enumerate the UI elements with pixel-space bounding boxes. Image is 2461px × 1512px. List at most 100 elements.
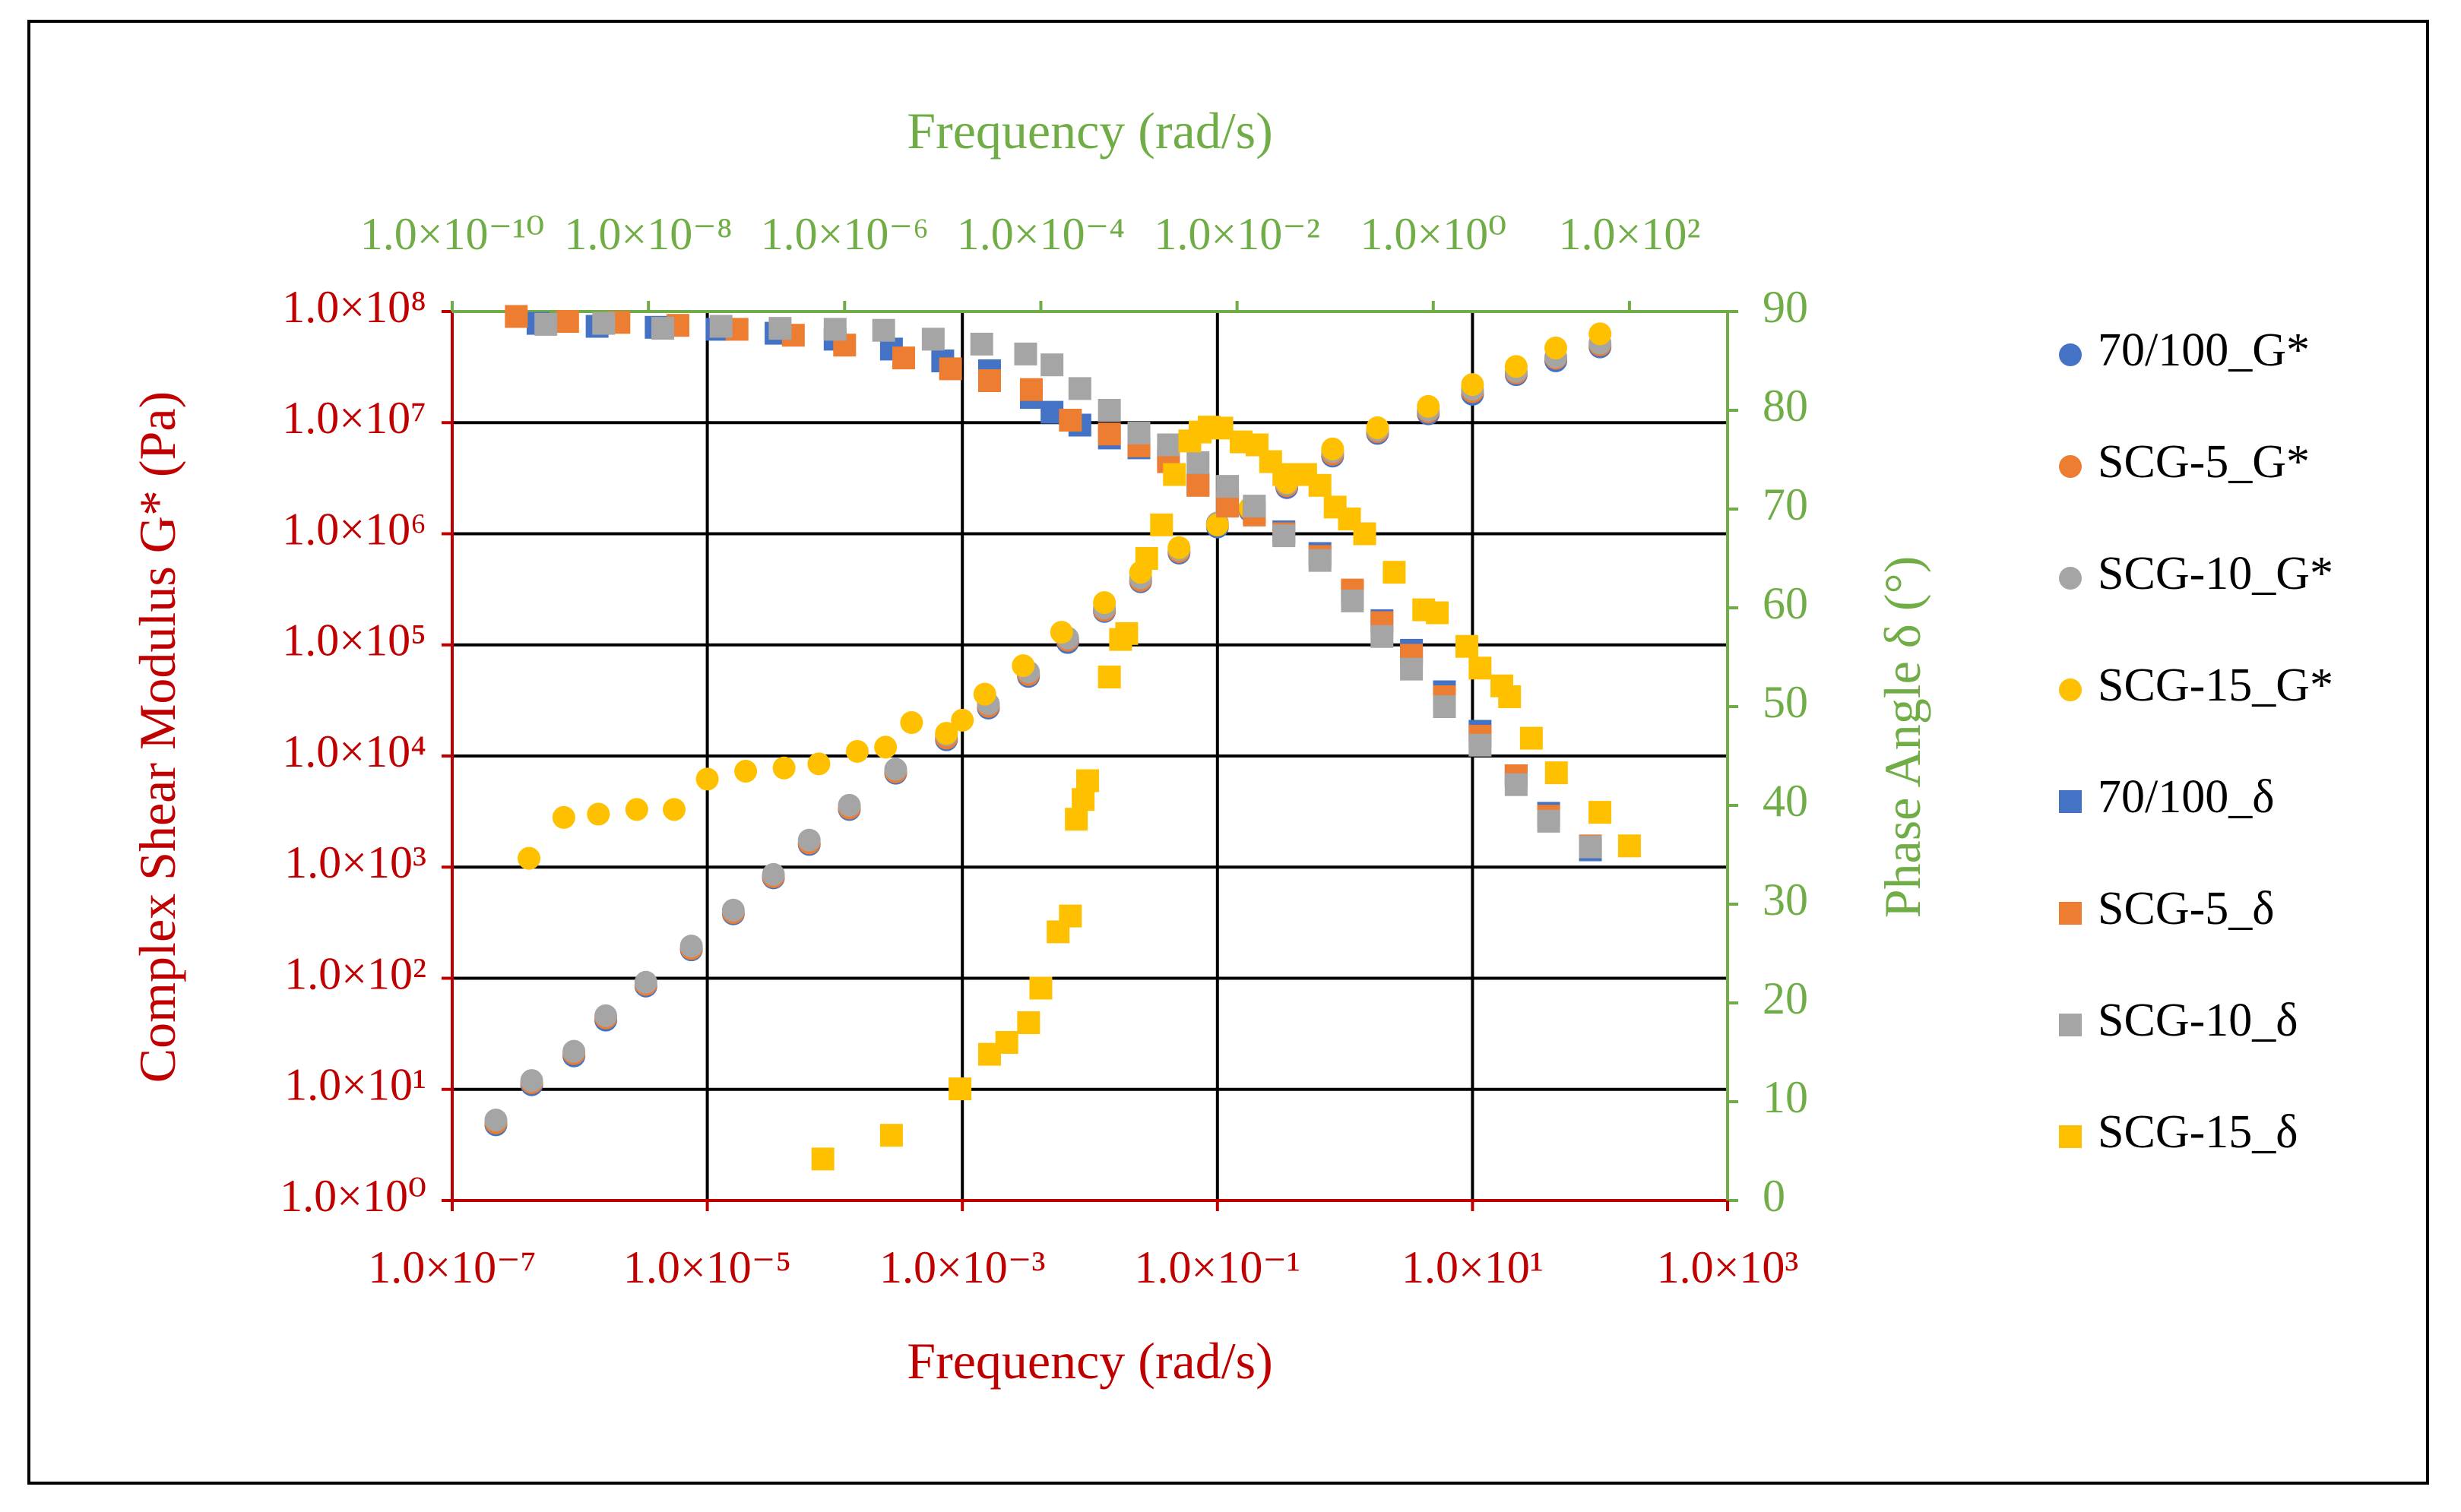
point-scg-10 (651, 317, 675, 340)
point-scg-15-g (1050, 621, 1073, 644)
point-scg-10 (1216, 475, 1240, 498)
legend-marker-scg-15-g (2059, 679, 2082, 701)
point-scg-15 (879, 1124, 903, 1147)
legend-label-70-100-g: 70/100_G* (2098, 324, 2310, 376)
point-scg-15 (1455, 634, 1478, 658)
point-scg-15-g (1588, 322, 1612, 346)
point-scg-10 (872, 318, 895, 342)
bottom-tick-label: 1.0×10⁻³ (879, 1242, 1046, 1292)
legend-marker-scg-5 (2059, 902, 2082, 925)
point-scg-15 (1272, 463, 1296, 486)
point-scg-5 (1216, 495, 1240, 518)
top-tick-label: 1.0×10⁻⁴ (957, 209, 1125, 259)
point-scg-10-g (484, 1109, 508, 1132)
right-tick-label: 90 (1763, 282, 1808, 332)
right-tick-label: 70 (1763, 479, 1808, 530)
top-tick-label: 1.0×10⁻⁶ (761, 209, 929, 259)
point-scg-15-g (973, 682, 996, 706)
point-scg-10-g (721, 898, 745, 922)
point-scg-10 (1097, 399, 1121, 422)
point-scg-15-g (1321, 437, 1345, 460)
legend-label-scg-15: SCG-15_δ (2098, 1106, 2298, 1158)
left-tick-label: 1.0×10² (284, 948, 426, 998)
point-scg-15-g (734, 759, 758, 783)
point-scg-15 (995, 1031, 1018, 1054)
top-tick-label: 1.0×10⁻² (1154, 209, 1320, 259)
point-scg-15-g (1205, 513, 1229, 536)
right-tick-label: 40 (1763, 776, 1808, 826)
bottom-tick-label: 1.0×10⁻⁷ (368, 1242, 536, 1292)
top-tick-label: 1.0×10² (1559, 209, 1701, 259)
axes (442, 301, 1738, 1211)
point-scg-10 (1186, 451, 1210, 474)
right-tick-label: 50 (1763, 677, 1808, 727)
legend: 70/100_G* SCG-5_G* SCG-10_G* SCG-15_G* 70/10… (2059, 324, 2333, 1158)
point-scg-10 (1243, 495, 1266, 518)
point-scg-5 (892, 346, 916, 370)
left-tick-label: 1.0×10⁶ (282, 504, 426, 554)
bottom-tick-label: 1.0×10⁻¹ (1135, 1242, 1301, 1292)
point-scg-15-g (900, 710, 923, 734)
left-tick-label: 1.0×10⁷ (282, 393, 426, 443)
point-scg-5 (1019, 378, 1043, 401)
point-scg-15 (1135, 547, 1158, 570)
point-scg-10 (709, 315, 733, 338)
point-scg-15-g (695, 767, 719, 791)
point-scg-15 (1115, 622, 1139, 645)
right-tick-label: 80 (1763, 381, 1808, 431)
point-scg-15 (1544, 761, 1568, 785)
point-scg-10 (1068, 377, 1091, 400)
legend-marker-scg-10 (2059, 1014, 2082, 1036)
point-scg-15 (1353, 522, 1376, 546)
point-scg-5 (505, 305, 528, 328)
point-scg-10-g (679, 935, 703, 958)
point-scg-15 (1383, 561, 1406, 584)
point-scg-15 (1468, 656, 1492, 680)
point-scg-15-g (935, 722, 958, 745)
point-scg-15 (1588, 801, 1612, 824)
right-tick-label: 60 (1763, 578, 1808, 628)
point-scg-15-g (1504, 355, 1528, 378)
point-scg-10 (1157, 433, 1180, 457)
point-scg-10 (1537, 809, 1560, 833)
point-scg-15 (1519, 726, 1543, 750)
right-tick-label: 0 (1763, 1171, 1785, 1221)
point-scg-5 (939, 357, 962, 381)
legend-label-scg-10-g: SCG-10_G* (2098, 548, 2333, 599)
point-scg-15 (811, 1147, 835, 1171)
left-axis-title: Complex Shear Modulus G* (Pa) (128, 391, 186, 1083)
left-tick-label: 1.0×10⁵ (282, 615, 426, 666)
point-scg-10 (592, 312, 616, 335)
point-scg-10 (1400, 657, 1424, 681)
top-tick-label: 1.0×10⁻⁸ (564, 209, 732, 259)
top-axis-title: Frequency (rad/s) (907, 102, 1272, 160)
point-scg-10 (534, 312, 558, 336)
right-tick-label: 20 (1763, 973, 1808, 1023)
legend-label-scg-15-g: SCG-15_G* (2098, 660, 2333, 711)
bottom-axis-title: Frequency (rad/s) (907, 1332, 1272, 1390)
point-scg-15-g (845, 739, 869, 763)
point-scg-15-g (1093, 591, 1116, 615)
point-scg-15-g (625, 798, 648, 821)
point-scg-15-g (807, 752, 831, 776)
point-scg-10 (921, 327, 945, 351)
right-axis-title: Phase Angle δ (°) (1873, 556, 1931, 919)
point-scg-5 (1186, 473, 1210, 497)
chart-frame: 1.0×10⁰ 1.0×10¹ 1.0×10² 1.0×10³ 1.0×10⁴ 1.0×1… (27, 20, 2429, 1485)
point-scg-10-g (762, 862, 785, 886)
point-scg-15 (1308, 473, 1332, 497)
point-scg-10-g (838, 793, 861, 817)
point-scg-10 (1370, 625, 1394, 648)
point-scg-15 (1065, 808, 1088, 831)
point-scg-15-g (1544, 336, 1568, 359)
point-scg-15 (1076, 769, 1100, 792)
point-scg-15 (1426, 601, 1449, 625)
point-scg-15-g (1012, 654, 1035, 678)
point-scg-15-g (1461, 373, 1484, 397)
point-scg-10 (1308, 549, 1332, 572)
top-tick-label: 1.0×10⁻¹⁰ (360, 209, 545, 259)
point-scg-15-g (587, 802, 610, 826)
point-scg-15 (949, 1077, 972, 1101)
point-scg-15 (1498, 685, 1522, 708)
left-tick-label: 1.0×10⁴ (282, 726, 426, 777)
